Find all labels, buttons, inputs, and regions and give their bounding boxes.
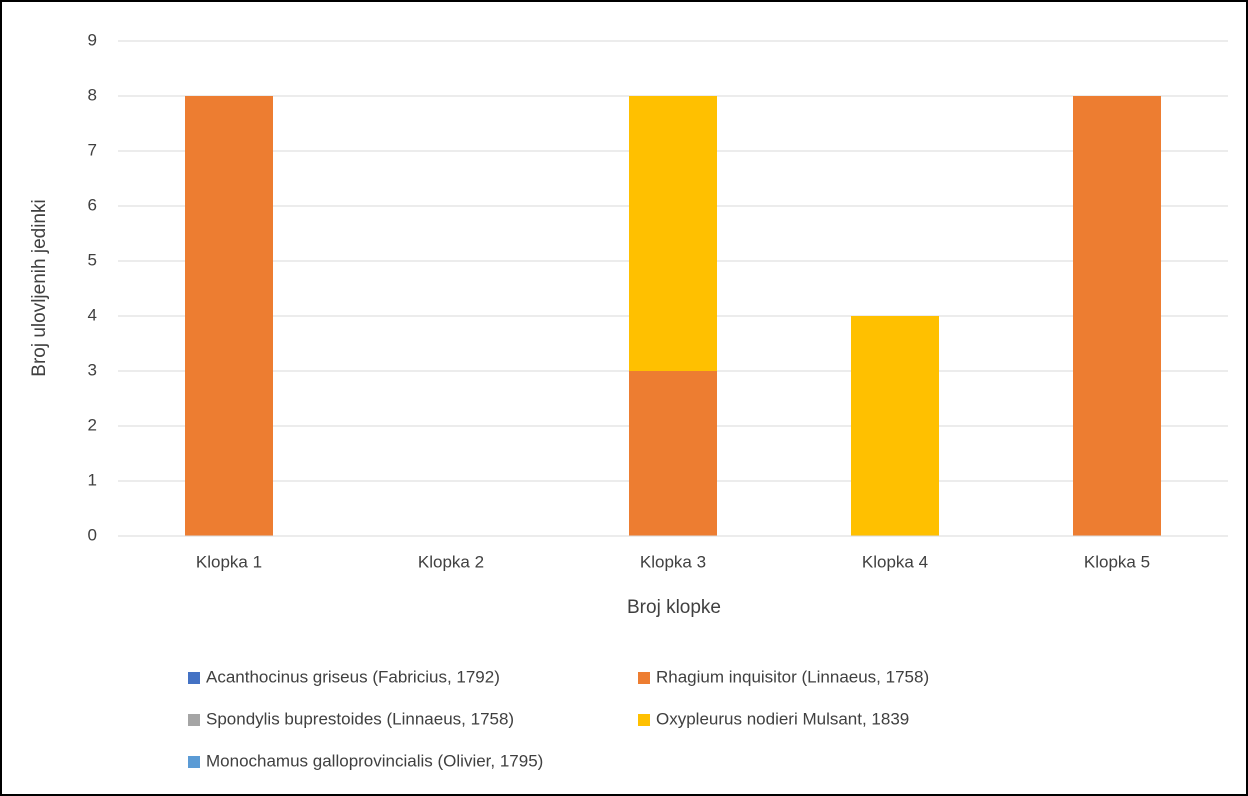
y-tick-label: 9	[88, 30, 97, 49]
bar-segment	[629, 371, 717, 536]
y-axis-title: Broj ulovljenih jedinki	[29, 199, 50, 376]
legend-label: Monochamus galloprovincialis (Olivier, 1…	[206, 751, 543, 770]
x-tick-label: Klopka 1	[196, 552, 262, 571]
legend-swatch	[638, 714, 650, 726]
y-tick-label: 6	[88, 195, 97, 214]
y-tick-label: 5	[88, 250, 97, 269]
bar-segment	[629, 96, 717, 371]
legend-label: Acanthocinus griseus (Fabricius, 1792)	[206, 667, 500, 686]
legend-label: Rhagium inquisitor (Linnaeus, 1758)	[656, 667, 929, 686]
y-tick-label: 2	[88, 415, 97, 434]
y-tick-label: 7	[88, 140, 97, 159]
legend-label: Spondylis buprestoides (Linnaeus, 1758)	[206, 709, 514, 728]
y-tick-label: 4	[88, 305, 97, 324]
bar-segment	[1073, 96, 1161, 536]
y-tick-label: 0	[88, 525, 97, 544]
bar-segment	[851, 316, 939, 536]
x-axis-title: Broj klopke	[627, 597, 721, 618]
legend-swatch	[638, 672, 650, 684]
x-tick-label: Klopka 3	[640, 552, 706, 571]
y-tick-label: 3	[88, 360, 97, 379]
legend-swatch	[188, 672, 200, 684]
legend-swatch	[188, 756, 200, 768]
x-tick-label: Klopka 4	[862, 552, 928, 571]
x-tick-label: Klopka 5	[1084, 552, 1150, 571]
legend-label: Oxypleurus nodieri Mulsant, 1839	[656, 709, 909, 728]
y-tick-label: 1	[88, 470, 97, 489]
y-tick-label: 8	[88, 85, 97, 104]
legend-swatch	[188, 714, 200, 726]
x-tick-label: Klopka 2	[418, 552, 484, 571]
bar-segment	[185, 96, 273, 536]
